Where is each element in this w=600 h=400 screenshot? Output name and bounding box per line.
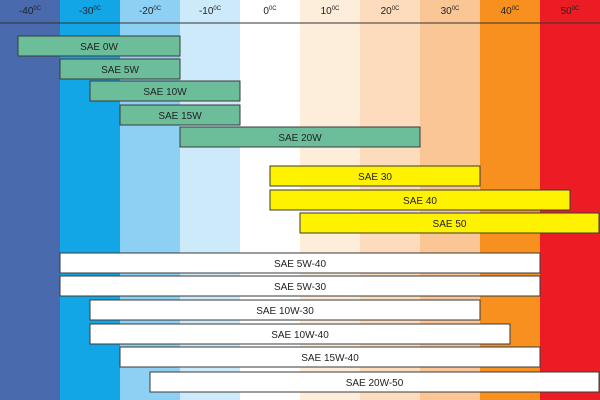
range-bar: SAE 0W [17, 35, 181, 57]
bar-rect [89, 80, 241, 102]
range-bar: SAE 30 [269, 165, 481, 187]
bar-rect [89, 323, 511, 345]
bar-label: SAE 10W-40 [271, 330, 329, 341]
range-bar: SAE 15W-40 [119, 346, 541, 368]
bar-label: SAE 5W-40 [274, 259, 326, 270]
x-tick-label: -100C [199, 6, 222, 17]
range-bar: SAE 15W [119, 104, 241, 126]
bar-rect [59, 275, 541, 297]
bar-label: SAE 0W [80, 42, 118, 53]
bar-rect [149, 371, 600, 393]
x-tick-label: 00C [263, 6, 277, 17]
x-tick-label: -200C [139, 6, 162, 17]
x-tick-label: 100C [321, 6, 340, 17]
bar-label: SAE 20W-50 [346, 378, 404, 389]
range-bar: SAE 10W-30 [89, 299, 481, 321]
bar-rect [299, 212, 600, 234]
range-bar: SAE 5W-30 [59, 275, 541, 297]
x-tick-label: 300C [441, 6, 460, 17]
bar-rect [17, 35, 181, 57]
bar-rect [269, 165, 481, 187]
x-tick-label: -400C [19, 6, 42, 17]
x-tick-label: -300C [79, 6, 102, 17]
bar-label: SAE 30 [358, 172, 392, 183]
bar-rect [119, 104, 241, 126]
bar-label: SAE 5W [101, 65, 139, 76]
bar-label: SAE 10W [143, 87, 187, 98]
temperature-band [0, 0, 61, 400]
bar-label: SAE 15W [158, 111, 202, 122]
bar-rect [269, 189, 571, 211]
bar-label: SAE 40 [403, 196, 437, 207]
range-bar: SAE 40 [269, 189, 571, 211]
range-bar: SAE 5W [59, 58, 181, 80]
bar-label: SAE 5W-30 [274, 282, 326, 293]
bar-label: SAE 10W-30 [256, 306, 314, 317]
x-tick-label: 500C [561, 6, 580, 17]
range-bar: SAE 10W-40 [89, 323, 511, 345]
bar-label: SAE 20W [278, 133, 322, 144]
bar-label: SAE 15W-40 [301, 353, 359, 364]
bar-label: SAE 50 [433, 219, 467, 230]
range-bar: SAE 20W [179, 126, 421, 148]
x-tick-label: 400C [501, 6, 520, 17]
x-tick-label: 200C [381, 6, 400, 17]
range-bar: SAE 20W-50 [149, 371, 600, 393]
bar-rect [119, 346, 541, 368]
bar-rect [89, 299, 481, 321]
range-bar: SAE 5W-40 [59, 252, 541, 274]
range-bar: SAE 50 [299, 212, 600, 234]
bar-rect [59, 252, 541, 274]
bar-rect [179, 126, 421, 148]
bar-rect [59, 58, 181, 80]
range-bar: SAE 10W [89, 80, 241, 102]
